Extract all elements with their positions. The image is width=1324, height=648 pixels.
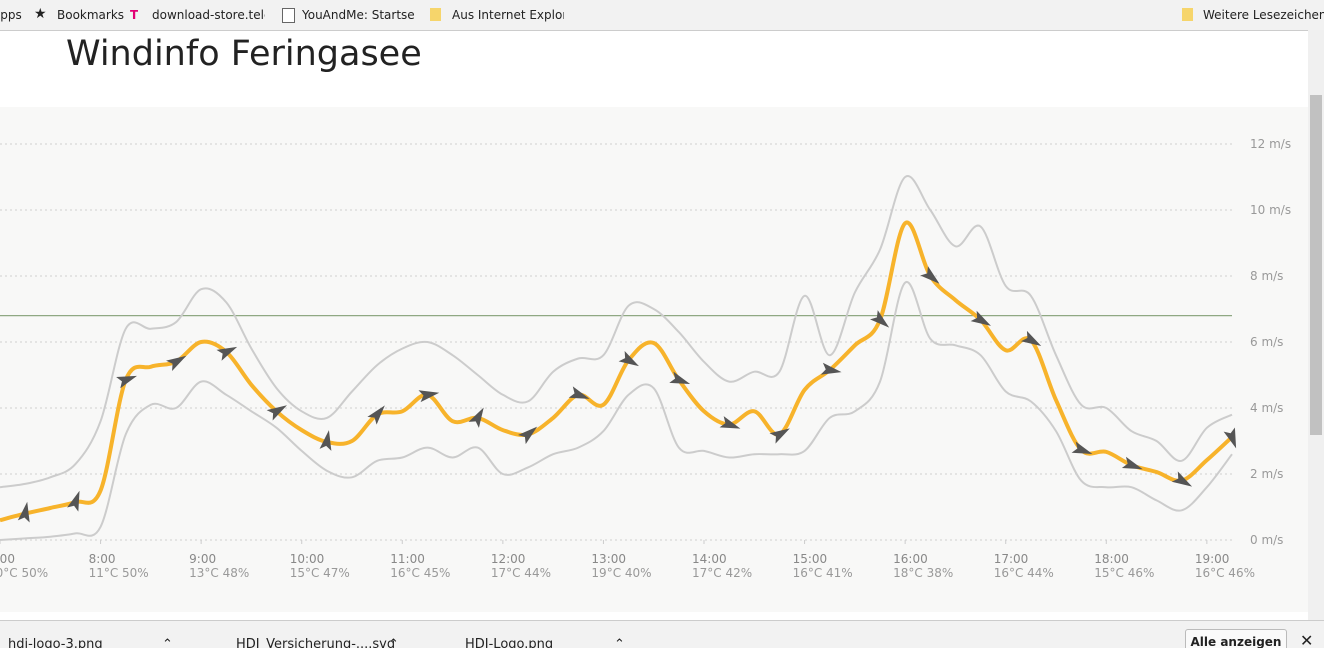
y-tick-label: 4 m/s [1250, 401, 1283, 415]
wind-direction-arrow [468, 407, 484, 428]
x-tick-label: 17:00 [994, 552, 1029, 566]
wind-direction-arrow [1223, 427, 1237, 449]
download-item[interactable]: hdi-logo-3.png [8, 637, 103, 648]
chevron[interactable]: ⌃ [388, 637, 399, 648]
chart-background [0, 107, 1308, 612]
x-tick-sublabel: 11°C 50% [89, 566, 149, 580]
x-tick-label: 9:00 [189, 552, 216, 566]
x-tick-label: 18:00 [1094, 552, 1129, 566]
wind-direction-arrow [17, 501, 30, 523]
x-tick-sublabel: 17°C 44% [491, 566, 551, 580]
x-tick-sublabel: 15°C 47% [290, 566, 350, 580]
wind-direction-arrow [618, 350, 639, 367]
x-tick-sublabel: 10°C 50% [0, 566, 48, 580]
x-tick-sublabel: 15°C 46% [1094, 566, 1154, 580]
telekom-icon: T [130, 8, 139, 22]
x-tick-sublabel: 13°C 48% [189, 566, 249, 580]
download-item[interactable]: HDI_Versicherung-....svg [236, 637, 396, 648]
show-all-button[interactable]: Alle anzeigen [1185, 629, 1287, 648]
bookmark[interactable]: download-store.telek [152, 8, 265, 22]
bookmarks-bar: Apps ★ Bookmarks T download-store.telek … [0, 0, 1324, 31]
y-tick-label: 6 m/s [1250, 335, 1283, 349]
wind-direction-arrow [669, 371, 691, 385]
x-tick-sublabel: 17°C 42% [692, 566, 752, 580]
chart: 0 m/s 2 m/s 4 m/s 6 m/s 8 m/s 10 m/s 12 m/s 7:0… [0, 107, 1308, 612]
x-tick-label: 15:00 [793, 552, 828, 566]
y-tick-label: 12 m/s [1250, 137, 1291, 151]
bookmark[interactable]: Apps [0, 8, 22, 22]
x-tick-sublabel: 19°C 40% [591, 566, 651, 580]
x-tick-label: 12:00 [491, 552, 526, 566]
wind-direction-arrow [166, 355, 187, 371]
x-tick-label: 10:00 [290, 552, 325, 566]
bookmark[interactable]: Aus Internet Explorer [452, 8, 564, 22]
wind-direction-arrow [367, 405, 385, 425]
scrollbar-thumb[interactable] [1310, 95, 1322, 435]
wind-direction-arrow [920, 266, 940, 284]
bookmark[interactable]: YouAndMe: Startseite [302, 8, 415, 22]
wind-direction-arrow [719, 416, 741, 429]
page-icon [282, 8, 295, 23]
chevron[interactable]: ⌃ [162, 637, 173, 648]
wind-direction-arrow [1121, 456, 1143, 470]
chevron[interactable]: ⌃ [614, 637, 625, 648]
wind-direction-arrow [870, 310, 890, 328]
wind-direction-arrow [266, 405, 287, 421]
wind-direction-arrow [116, 375, 137, 389]
bookmark[interactable]: Weitere Lesezeichen [1203, 8, 1324, 22]
y-tick-label: 10 m/s [1250, 203, 1291, 217]
x-tick-label: 13:00 [591, 552, 626, 566]
wind-direction-arrow [769, 428, 790, 444]
gust-line [0, 175, 1233, 489]
y-tick-label: 8 m/s [1250, 269, 1283, 283]
x-tick-sublabel: 16°C 45% [390, 566, 450, 580]
wind-direction-arrow [518, 426, 538, 445]
download-item[interactable]: HDI-Logo.png [465, 637, 554, 648]
wind-direction-arrow [67, 490, 80, 512]
star-icon: ★ [34, 6, 47, 22]
download-bar: hdi-logo-3.png ⌃ HDI_Versicherung-....sv… [0, 620, 1324, 648]
x-tick-label: 7:00 [0, 552, 15, 566]
wind-direction-arrow [820, 362, 842, 375]
x-tick-label: 19:00 [1195, 552, 1230, 566]
wind-direction-arrow [1071, 441, 1093, 455]
wind-direction-arrow [216, 346, 238, 361]
x-tick-sublabel: 16°C 46% [1195, 566, 1255, 580]
page-title: Windinfo Feringasee [66, 34, 422, 74]
x-tick-label: 11:00 [390, 552, 425, 566]
y-tick-label: 0 m/s [1250, 533, 1283, 547]
wind-direction-arrow [1171, 471, 1193, 487]
gust-line [0, 281, 1233, 541]
folder-icon [430, 8, 441, 21]
wind-direction-arrow [319, 430, 332, 451]
x-tick-label: 16:00 [893, 552, 928, 566]
x-tick-label: 8:00 [89, 552, 116, 566]
x-tick-label: 14:00 [692, 552, 727, 566]
x-tick-sublabel: 18°C 38% [893, 566, 953, 580]
y-tick-label: 2 m/s [1250, 467, 1283, 481]
bookmark[interactable]: Bookmarks [57, 8, 125, 22]
folder-icon [1182, 8, 1193, 21]
wind-direction-arrow [568, 386, 590, 399]
x-tick-sublabel: 16°C 44% [994, 566, 1054, 580]
wind-direction-arrow [1020, 330, 1042, 347]
x-tick-sublabel: 16°C 41% [793, 566, 853, 580]
wind-direction-arrow [970, 310, 991, 326]
wind-direction-arrow [418, 390, 440, 403]
close-button[interactable]: ✕ [1300, 631, 1314, 648]
